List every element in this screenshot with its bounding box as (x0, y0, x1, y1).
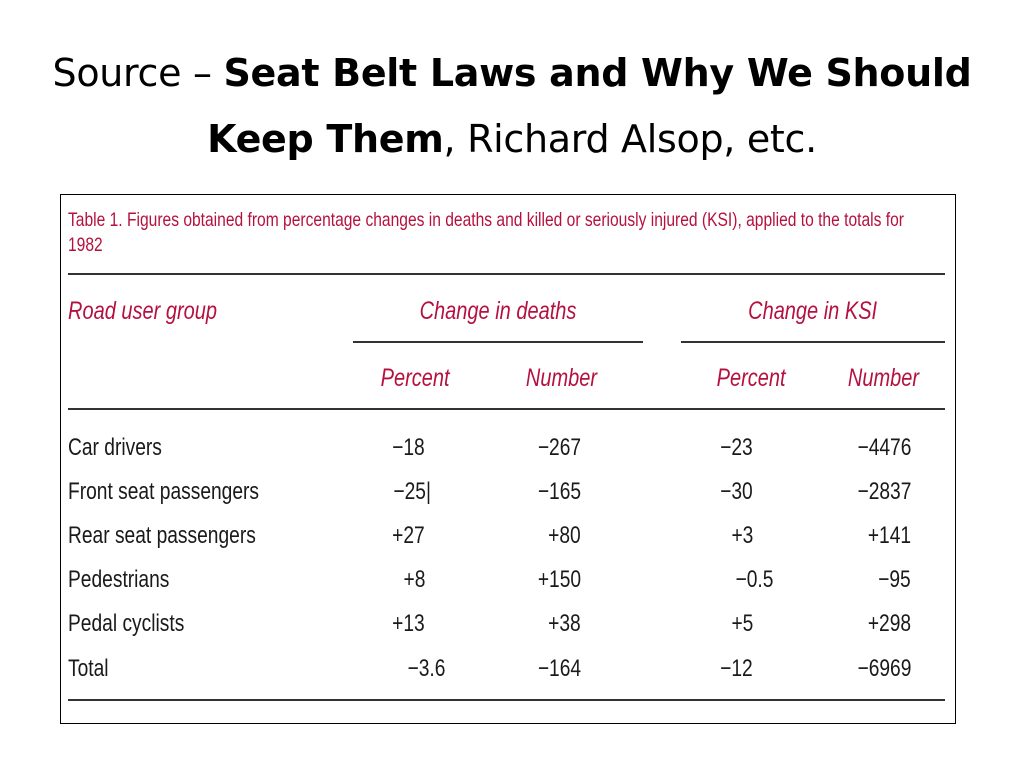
row-label-total: Total (68, 655, 109, 682)
cell-ksi-pct: +3 (731, 522, 753, 549)
cell-death-pct: −25| (393, 478, 431, 505)
title-suffix: , Richard Alsop, etc. (443, 117, 818, 161)
cell-death-num: −267 (537, 434, 581, 461)
table-bottom-rule (68, 699, 945, 701)
cell-ksi-num: +141 (867, 522, 911, 549)
table-top-rule (68, 273, 945, 275)
cell-ksi-num: −95 (878, 566, 911, 593)
cell-ksi-pct: −23 (720, 434, 753, 461)
title-prefix: Source – (52, 51, 224, 95)
cell-death-num: +80 (548, 522, 581, 549)
header-change-in-ksi: Change in KSI (748, 297, 878, 325)
cell-ksi-pct: −30 (720, 478, 753, 505)
header-bottom-rule (68, 408, 945, 410)
cell-death-num: −165 (537, 478, 581, 505)
cell-death-pct: −3.6 (407, 655, 445, 682)
cell-death-pct: +13 (392, 610, 425, 637)
header-deaths-number: Number (525, 364, 597, 392)
table-caption: Table 1. Figures obtained from percentag… (68, 209, 904, 256)
title-source-name: Seat Belt Laws and Why We Should Keep Th… (207, 51, 972, 161)
row-label: Front seat passengers (68, 478, 260, 505)
slide-title: Source – Seat Belt Laws and Why We Shoul… (40, 40, 984, 172)
cell-death-pct: +27 (392, 522, 425, 549)
cell-ksi-num: +298 (867, 610, 911, 637)
deaths-group-rule (353, 341, 643, 343)
header-deaths-percent: Percent (381, 364, 450, 392)
header-road-user-group: Road user group (68, 297, 217, 325)
cell-death-pct: +8 (403, 566, 425, 593)
source-table-image: Table 1. Figures obtained from percentag… (60, 194, 956, 724)
row-label: Car drivers (68, 434, 162, 461)
header-change-in-deaths: Change in deaths (419, 297, 577, 325)
header-ksi-number: Number (847, 364, 919, 392)
cell-death-num: −164 (537, 655, 581, 682)
row-label: Pedal cyclists (68, 610, 185, 637)
cell-death-num: +38 (548, 610, 581, 637)
cell-ksi-pct: −0.5 (735, 566, 773, 593)
row-label: Rear seat passengers (68, 522, 256, 549)
cell-ksi-num: −6969 (857, 655, 911, 682)
cell-ksi-num: −2837 (857, 478, 911, 505)
cell-ksi-pct: +5 (731, 610, 753, 637)
header-ksi-percent: Percent (717, 364, 786, 392)
ksi-group-rule (681, 341, 945, 343)
cell-ksi-num: −4476 (857, 434, 911, 461)
cell-death-pct: −18 (392, 434, 425, 461)
cell-ksi-pct: −12 (720, 655, 753, 682)
row-label: Pedestrians (68, 566, 170, 593)
cell-death-num: +150 (537, 566, 581, 593)
